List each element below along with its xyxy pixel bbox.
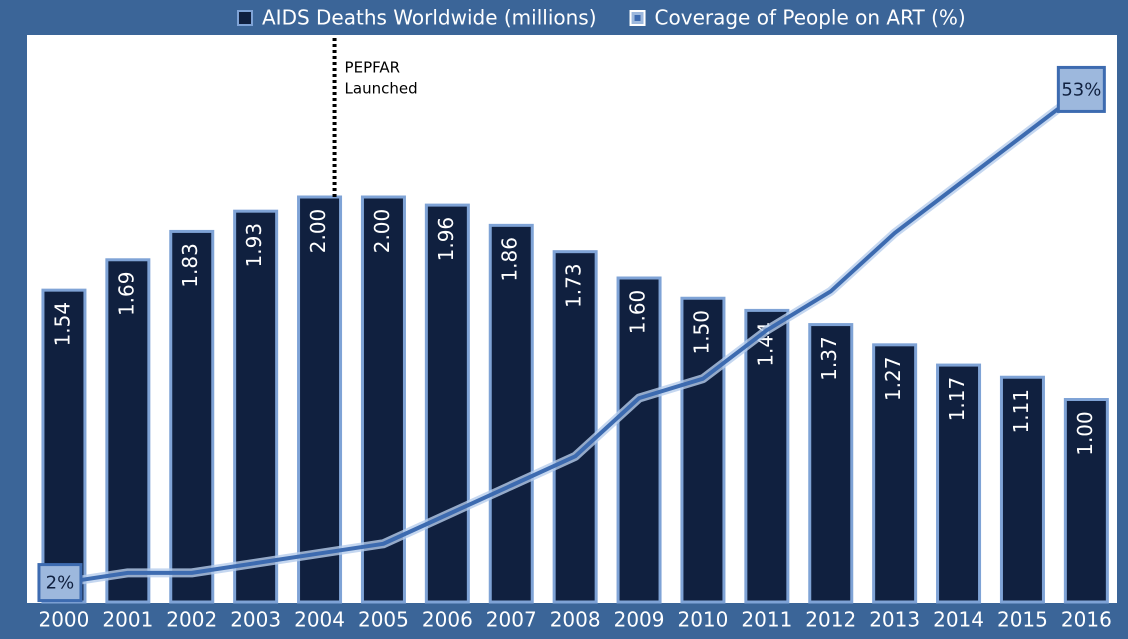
x-tick-label: 2003 — [230, 608, 281, 632]
bar — [41, 288, 87, 604]
bar-value-label: 1.54 — [50, 302, 74, 347]
annotation-text: PEPFAR — [345, 59, 401, 77]
bar — [169, 229, 215, 604]
point-label-box — [37, 563, 83, 603]
line — [63, 85, 1088, 585]
x-tick-label: 2012 — [805, 608, 856, 632]
bar — [999, 375, 1045, 604]
bar — [936, 363, 982, 604]
legend-item: Coverage of People on ART (%) — [629, 6, 966, 30]
x-tick-label: 2004 — [294, 608, 345, 632]
bar-value-label: 1.11 — [1009, 389, 1033, 434]
bar-value-label: 1.60 — [626, 290, 650, 335]
x-tick-label: 2001 — [102, 608, 153, 632]
point-label-box — [1056, 65, 1106, 113]
bar-value-label: 1.83 — [178, 243, 202, 288]
bar — [872, 343, 918, 604]
x-tick-label: 2006 — [422, 608, 473, 632]
x-tick-label: 2014 — [933, 608, 984, 632]
bar-value-label: 1.69 — [114, 272, 138, 317]
bar-value-label: 1.50 — [689, 310, 713, 355]
bar — [808, 323, 854, 604]
bar-value-label: 2.00 — [306, 209, 330, 254]
bar-value-label: 1.27 — [881, 357, 905, 402]
bar — [744, 308, 790, 604]
x-tick-label: 2007 — [486, 608, 537, 632]
x-tick-label: 2015 — [997, 608, 1048, 632]
bar-value-label: 1.37 — [817, 336, 841, 381]
legend-label: AIDS Deaths Worldwide (millions) — [262, 6, 597, 30]
bar-value-label: 1.17 — [945, 377, 969, 422]
bar-value-label: 1.93 — [242, 223, 266, 268]
bar — [105, 258, 151, 604]
x-tick-label: 2002 — [166, 608, 217, 632]
bar-value-label: 2.00 — [370, 209, 394, 254]
annotation-text: Launched — [345, 80, 418, 98]
bar-value-label: 1.96 — [434, 217, 458, 262]
x-tick-label: 2011 — [741, 608, 792, 632]
point-label: 2% — [46, 573, 75, 594]
x-tick-label: 2000 — [38, 608, 89, 632]
bar-value-label: 1.00 — [1073, 411, 1097, 456]
bar — [1063, 398, 1109, 604]
bar — [424, 203, 470, 604]
bar-value-label: 1.86 — [498, 237, 522, 282]
bar — [552, 250, 598, 604]
x-tick-label: 2016 — [1061, 608, 1112, 632]
x-tick-label: 2010 — [677, 608, 728, 632]
bar — [233, 209, 279, 604]
bar — [680, 296, 726, 604]
x-tick-label: 2009 — [614, 608, 665, 632]
legend-swatch — [237, 10, 253, 26]
legend-label: Coverage of People on ART (%) — [655, 6, 966, 30]
x-tick-label: 2008 — [550, 608, 601, 632]
bar — [616, 276, 662, 604]
legend-item: AIDS Deaths Worldwide (millions) — [237, 6, 597, 30]
bar — [297, 195, 343, 604]
x-tick-label: 2013 — [869, 608, 920, 632]
x-tick-label: 2005 — [358, 608, 409, 632]
bar-value-label: 1.73 — [562, 263, 586, 308]
point-label: 53% — [1061, 79, 1101, 100]
legend-swatch-inner — [634, 15, 641, 21]
bar — [488, 223, 534, 604]
